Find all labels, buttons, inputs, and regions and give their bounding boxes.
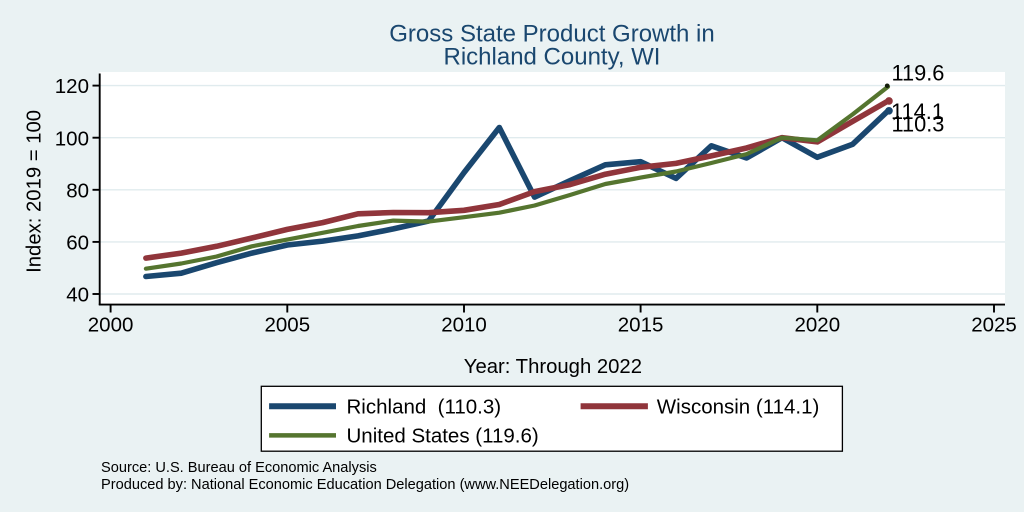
svg-text:119.6: 119.6 (892, 60, 945, 85)
svg-text:Source: U.S. Bureau of Economi: Source: U.S. Bureau of Economic Analysis (101, 460, 377, 476)
svg-text:Year: Through 2022: Year: Through 2022 (464, 356, 642, 378)
svg-text:Index: 2019 = 100: Index: 2019 = 100 (24, 110, 46, 273)
svg-text:120: 120 (55, 75, 89, 98)
svg-text:Richland County, WI: Richland County, WI (444, 43, 661, 70)
svg-text:110.3: 110.3 (892, 111, 945, 136)
svg-text:Richland (110.3): Richland (110.3) (347, 395, 502, 418)
svg-text:2010: 2010 (441, 314, 487, 337)
svg-text:United States (119.6): United States (119.6) (347, 425, 539, 448)
svg-text:Wisconsin (114.1): Wisconsin (114.1) (657, 395, 820, 418)
svg-text:100: 100 (55, 127, 89, 150)
svg-text:114.1: 114.1 (891, 99, 944, 124)
svg-text:2005: 2005 (264, 314, 310, 337)
svg-text:2015: 2015 (618, 314, 664, 337)
svg-text:40: 40 (66, 284, 89, 307)
svg-text:Gross State Product Growth in: Gross State Product Growth in (389, 20, 714, 47)
svg-text:80: 80 (66, 179, 89, 202)
svg-text:60: 60 (66, 232, 89, 255)
svg-text:2025: 2025 (971, 314, 1017, 337)
svg-text:2020: 2020 (794, 314, 840, 337)
svg-text:2000: 2000 (88, 314, 134, 337)
svg-text:Produced by: National Economic: Produced by: National Economic Education… (101, 477, 629, 493)
